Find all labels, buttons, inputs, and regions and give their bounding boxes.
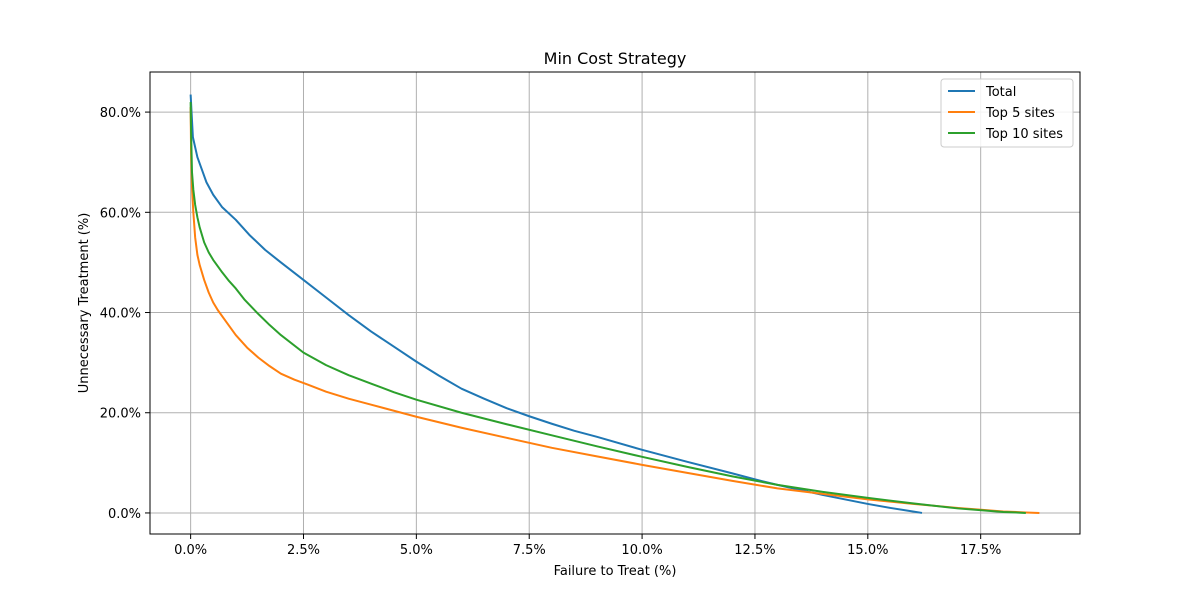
y-tick-label: 60.0%: [100, 206, 141, 221]
legend: Total Top 5 sites Top 10 sites: [940, 78, 1074, 148]
series-layer: [189, 94, 1040, 514]
grid: [150, 72, 1080, 534]
plot-frame: [149, 71, 1081, 535]
x-tick-label: 2.5%: [287, 543, 320, 558]
legend-box: [940, 78, 1074, 148]
y-tick-label: 0.0%: [108, 507, 141, 522]
y-axis-label: Unnecessary Treatment (%): [77, 213, 92, 394]
legend-label-3: Top 10 sites: [985, 127, 1063, 142]
chart-title: Min Cost Strategy: [544, 49, 687, 68]
y-ticks: 0.0% 20.0% 40.0% 60.0% 80.0%: [100, 106, 150, 522]
legend-label-1: Total: [985, 85, 1016, 100]
x-tick-label: 7.5%: [513, 543, 546, 558]
x-tick-label: 15.0%: [847, 543, 888, 558]
x-tick-label: 0.0%: [174, 543, 207, 558]
y-tick-label: 80.0%: [100, 106, 141, 121]
series-line-3: [189, 102, 1026, 514]
x-axis-label: Failure to Treat (%): [554, 564, 677, 579]
y-tick-label: 20.0%: [100, 407, 141, 422]
x-tick-label: 12.5%: [734, 543, 775, 558]
x-ticks: 0.0% 2.5% 5.0% 7.5% 10.0% 12.5% 15.0% 17.5%: [174, 534, 1001, 558]
x-tick-label: 5.0%: [400, 543, 433, 558]
x-tick-label: 17.5%: [960, 543, 1001, 558]
x-tick-label: 10.0%: [621, 543, 662, 558]
legend-label-2: Top 5 sites: [985, 106, 1055, 121]
series-line-2: [189, 107, 1040, 514]
y-tick-label: 40.0%: [100, 307, 141, 322]
